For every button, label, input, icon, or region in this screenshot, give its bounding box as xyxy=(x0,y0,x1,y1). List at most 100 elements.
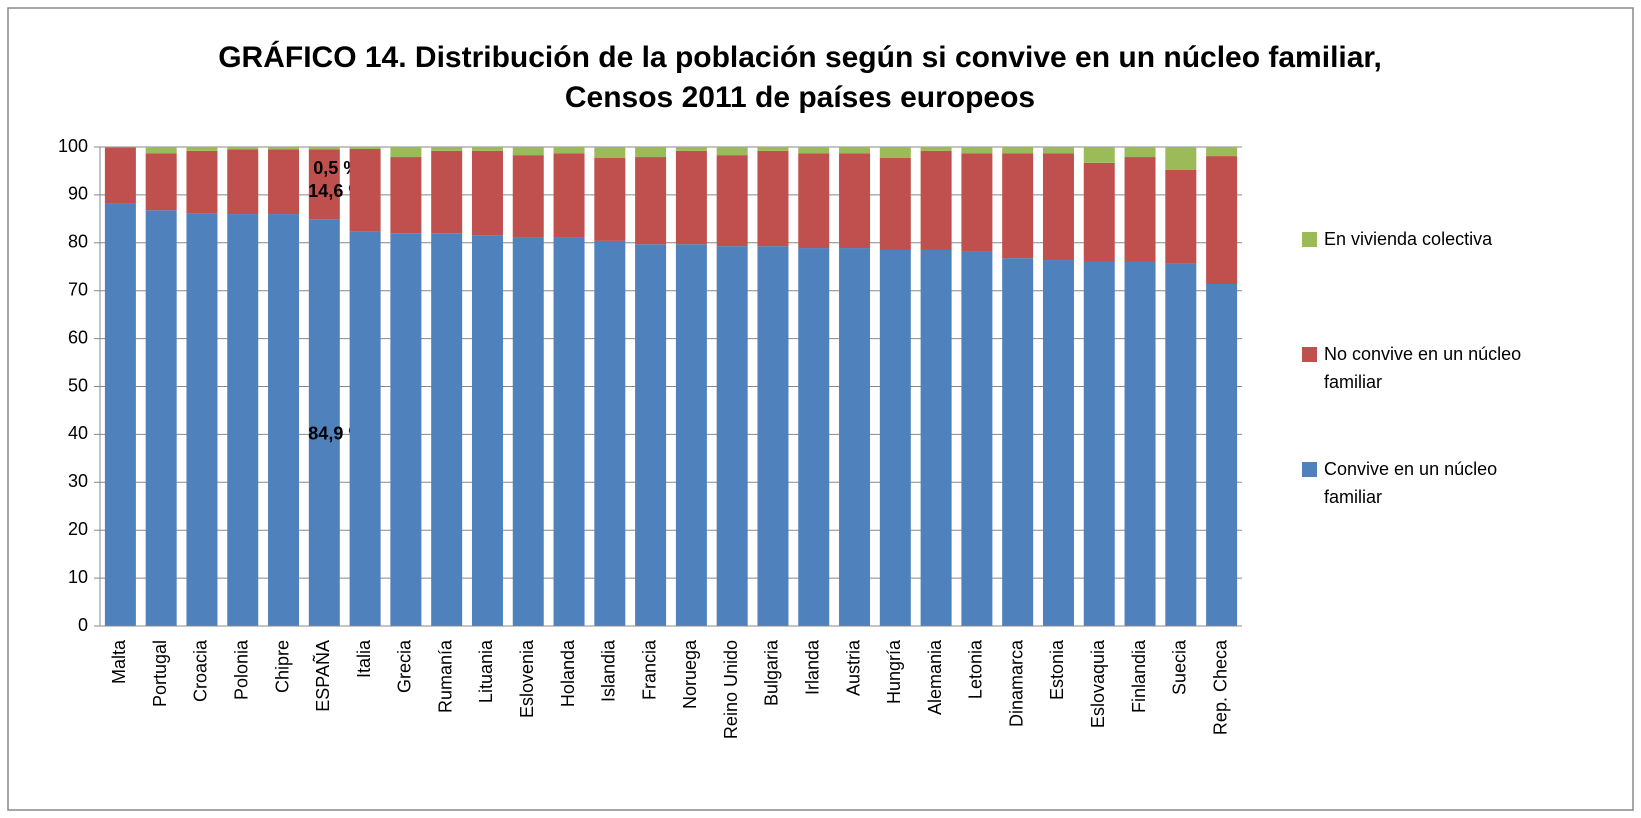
chart-title: GRÁFICO 14. Distribución de la población… xyxy=(218,41,1382,114)
bar-segment xyxy=(553,237,585,626)
bar-segment xyxy=(431,150,463,234)
bar-segment xyxy=(879,147,911,159)
bar-segment xyxy=(553,153,585,238)
bar-segment xyxy=(594,158,626,241)
x-tick-label: Noruega xyxy=(680,639,700,709)
y-tick-label: 90 xyxy=(68,184,88,204)
x-tick-label: Croacia xyxy=(191,639,211,702)
x-tick-label: Malta xyxy=(109,639,129,684)
bar-segment xyxy=(716,155,748,247)
y-tick-label: 70 xyxy=(68,279,88,299)
x-tick-label: Finlandia xyxy=(1129,639,1149,713)
x-tick-label: Suecia xyxy=(1170,639,1190,695)
bar-segment xyxy=(227,147,259,150)
y-tick-label: 50 xyxy=(68,375,88,395)
x-tick-label: ESPAÑA xyxy=(312,640,333,712)
bar-segment xyxy=(104,147,136,204)
bar-segment xyxy=(839,153,871,249)
bar-segment xyxy=(1042,153,1074,261)
x-tick-label: Islandia xyxy=(599,639,619,702)
y-tick-label: 10 xyxy=(68,567,88,587)
bar-segment xyxy=(757,147,789,151)
bar-segment xyxy=(308,147,340,150)
bar-segment xyxy=(757,246,789,626)
x-tick-label: Francia xyxy=(639,639,659,700)
y-tick-label: 80 xyxy=(68,232,88,252)
bar-segment xyxy=(512,237,544,626)
legend-item: Convive en un núcleo familiar xyxy=(1302,455,1539,511)
legend-label: Convive en un núcleo familiar xyxy=(1324,459,1498,507)
x-tick-label: Rumanía xyxy=(435,639,455,713)
bar-segment xyxy=(471,150,503,236)
bar-segment xyxy=(1002,258,1034,626)
bar-segment xyxy=(1083,261,1115,626)
legend-label: No convive en un núcleo familiar xyxy=(1324,344,1522,392)
bar-segment xyxy=(594,240,626,626)
x-tick-label: Chipre xyxy=(272,640,292,693)
x-tick-label: Letonia xyxy=(966,639,986,699)
bar-segment xyxy=(1042,260,1074,626)
chart-frame xyxy=(7,7,1634,811)
bar-segment xyxy=(1002,147,1034,154)
y-tick-label: 0 xyxy=(78,615,88,635)
x-tick-label: Eslovaquia xyxy=(1088,639,1108,728)
bar-segment xyxy=(512,147,544,156)
x-tick-label: Grecia xyxy=(395,639,415,693)
y-tick-label: 60 xyxy=(68,327,88,347)
legend-label: En vivienda colectiva xyxy=(1324,229,1493,249)
bar-segment xyxy=(1165,263,1197,626)
bar-segment xyxy=(431,233,463,626)
bar-segment xyxy=(349,148,381,232)
bar-segment xyxy=(961,251,993,626)
legend-item: En vivienda colectiva xyxy=(1302,225,1539,253)
bar-segment xyxy=(1002,153,1034,259)
bar-segment xyxy=(186,147,218,151)
bar-segment xyxy=(512,155,544,238)
x-tick-label: Italia xyxy=(354,639,374,678)
legend-item: No convive en un núcleo familiar xyxy=(1302,340,1539,396)
x-tick-label: Eslovenia xyxy=(517,639,537,718)
bar-segment xyxy=(1124,147,1156,158)
bar-segment xyxy=(1042,147,1074,154)
bar-segment xyxy=(227,214,259,626)
bar-segment xyxy=(635,244,667,626)
y-tick-label: 30 xyxy=(68,471,88,491)
bar-segment xyxy=(798,248,830,626)
y-tick-label: 100 xyxy=(58,136,88,156)
x-tick-label: Holanda xyxy=(558,639,578,707)
bar-segment xyxy=(390,233,422,626)
bar-segment xyxy=(186,150,218,214)
x-tick-label: Hungría xyxy=(884,639,904,704)
bar-segment xyxy=(553,147,585,154)
bar-segment xyxy=(145,210,177,626)
bar-segment xyxy=(879,249,911,627)
bar-segment xyxy=(227,149,259,215)
x-tick-label: Polonia xyxy=(232,639,252,700)
bar-segment xyxy=(349,231,381,626)
bar-segment xyxy=(268,214,300,626)
y-tick-label: 40 xyxy=(68,423,88,443)
bar-segment xyxy=(920,150,952,250)
bar-segment xyxy=(1206,283,1238,626)
legend-swatch xyxy=(1302,347,1317,362)
bar-segment xyxy=(798,153,830,249)
x-tick-label: Austria xyxy=(843,639,863,696)
bar-segment xyxy=(716,147,748,156)
x-tick-label: Portugal xyxy=(150,640,170,707)
bar-segment xyxy=(961,153,993,252)
bar-segment xyxy=(145,153,177,211)
bar-segment xyxy=(635,157,667,245)
data-label: 0,5 % xyxy=(313,158,359,178)
x-tick-label: Alemania xyxy=(925,639,945,715)
bar-segment xyxy=(268,147,300,150)
bar-segment xyxy=(961,147,993,154)
bar-segment xyxy=(839,248,871,626)
y-tick-label: 20 xyxy=(68,519,88,539)
bar-segment xyxy=(879,158,911,250)
bar-segment xyxy=(145,147,177,154)
bar-segment xyxy=(675,244,707,626)
x-tick-label: Estonia xyxy=(1047,639,1067,700)
x-tick-label: Irlanda xyxy=(803,639,823,695)
bar-segment xyxy=(1083,162,1115,262)
